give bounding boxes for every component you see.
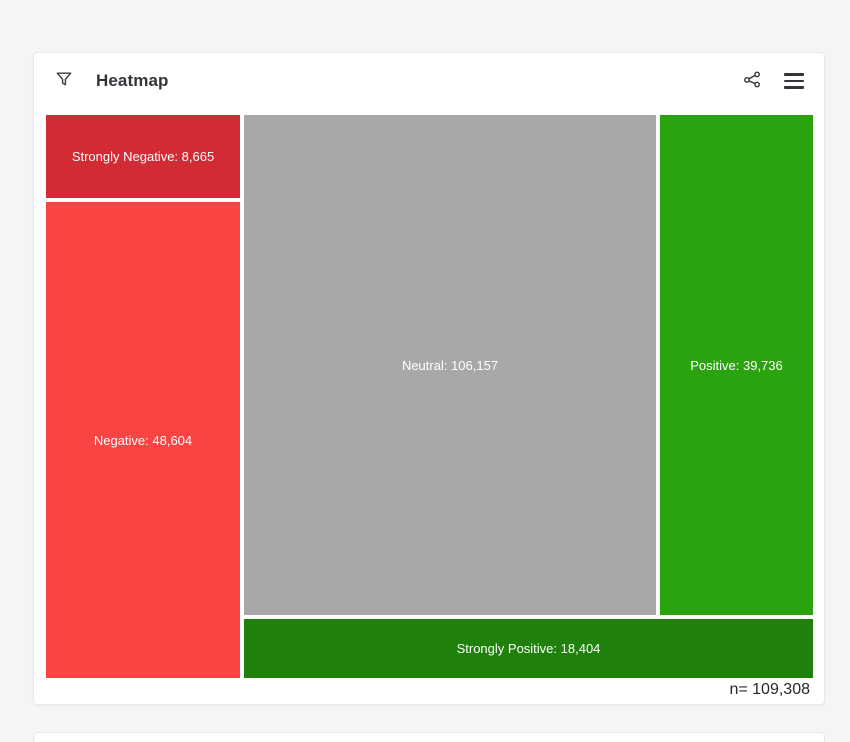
filter-button[interactable] [50, 67, 78, 95]
cell-positive[interactable]: Positive: 39,736 [660, 115, 813, 615]
cell-strongly-negative[interactable]: Strongly Negative: 8,665 [46, 115, 240, 198]
funnel-icon [54, 69, 74, 94]
share-icon [741, 68, 763, 95]
widget-header: Heatmap [34, 53, 824, 109]
cell-strongly-positive[interactable]: Strongly Positive: 18,404 [244, 619, 813, 678]
menu-icon [784, 73, 804, 89]
heatmap-widget-card: Heatmap [33, 52, 825, 705]
cell-label: Strongly Positive: 18,404 [456, 641, 601, 656]
cell-label: Negative: 48,604 [93, 432, 193, 448]
cell-label: Positive: 39,736 [690, 357, 783, 373]
cell-label: Strongly Negative: 8,665 [71, 149, 215, 164]
cell-neutral[interactable]: Neutral: 106,157 [244, 115, 656, 615]
cell-negative[interactable]: Negative: 48,604 [46, 202, 240, 678]
share-button[interactable] [738, 67, 766, 95]
total-n-label: n= 109,308 [729, 681, 810, 698]
sentiment-treemap: Strongly Negative: 8,665 Negative: 48,60… [46, 115, 813, 678]
cell-label: Neutral: 106,157 [401, 357, 499, 373]
next-widget-card-edge [33, 732, 825, 742]
widget-title: Heatmap [96, 71, 169, 90]
menu-button[interactable] [780, 67, 808, 95]
